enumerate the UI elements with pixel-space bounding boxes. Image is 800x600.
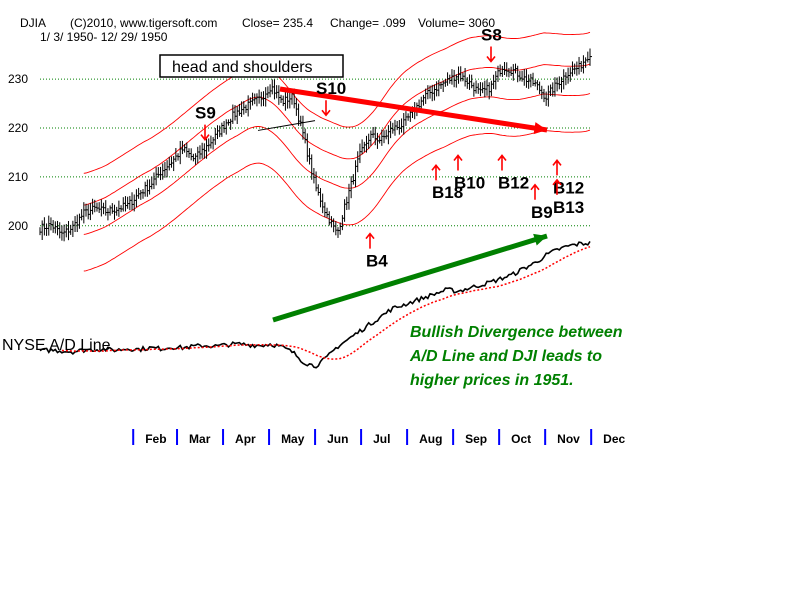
signal-label: B13 (553, 198, 584, 217)
signal-arrow-down (486, 46, 496, 63)
signal-arrow-up (431, 163, 441, 181)
y-tick-label-200: 200 (8, 219, 28, 233)
trend-arrows (272, 86, 548, 323)
signal-arrow-up (453, 154, 463, 171)
y-tick-label-210: 210 (8, 170, 28, 184)
signal-label: S9 (195, 104, 216, 123)
signal-arrow-down (200, 124, 210, 141)
neckline (257, 120, 316, 131)
header-change: Change= .099 (330, 16, 406, 30)
signal-arrow-up (552, 159, 562, 176)
ad-line-label: NYSE A/D Line (2, 337, 111, 354)
month-label-nov: Nov (557, 432, 580, 446)
header-close: Close= 235.4 (242, 16, 313, 30)
y-tick-label-220: 220 (8, 121, 28, 135)
price-bands (83, 31, 591, 272)
ad-line (39, 240, 591, 369)
neckline-line (257, 120, 316, 131)
header-symbol: DJIA (20, 16, 46, 30)
inner-lower-band (83, 93, 591, 235)
price-bars (39, 48, 592, 242)
signal-b9-8: B9 (530, 183, 553, 222)
signal-s8-2: S8 (481, 25, 502, 63)
bullish-divergence-arrow-head (533, 233, 547, 246)
signal-b18-4: B18 (431, 163, 463, 202)
signal-b4-3: B4 (365, 232, 388, 271)
month-label-apr: Apr (235, 432, 256, 446)
signal-b12-7: B12 (552, 159, 584, 197)
month-label-mar: Mar (189, 432, 211, 446)
bearish-trend-arrow (279, 86, 548, 135)
month-axis: Feb Mar Apr May Jun Jul Aug Sep Oct Nov Dec (132, 429, 626, 446)
signal-label: S8 (481, 25, 502, 44)
signal-arrow-down (321, 100, 331, 117)
bearish-trend-arrow-head (533, 122, 547, 135)
inner-upper-band (83, 63, 591, 206)
head-and-shoulders-box (159, 54, 344, 78)
header-date-range: 1/ 3/ 1950- 12/ 29/ 1950 (40, 30, 168, 44)
signal-b12-6: B12 (497, 154, 529, 192)
header-volume: Volume= 3060 (418, 16, 495, 30)
signal-label: B4 (366, 252, 388, 271)
month-label-may: May (281, 432, 305, 446)
head-and-shoulders-label: head and shoulders (172, 59, 313, 76)
signal-arrow-up (530, 183, 540, 200)
signal-b13-9: B13 (552, 178, 584, 217)
signal-label: B12 (553, 178, 584, 197)
month-label-sep: Sep (465, 432, 487, 446)
month-label-feb: Feb (145, 432, 166, 446)
divergence-note-line-1: Bullish Divergence between (410, 324, 623, 341)
signal-s9-0: S9 (195, 104, 216, 141)
signal-label: B10 (454, 173, 485, 192)
bearish-trend-arrow-shaft (279, 86, 548, 133)
y-axis-ticks: 200 210 220 230 (8, 72, 28, 233)
month-label-aug: Aug (419, 432, 442, 446)
signal-label: B12 (498, 173, 529, 192)
signal-label: B9 (531, 203, 553, 222)
signal-label: S10 (316, 79, 346, 98)
month-label-dec: Dec (603, 432, 625, 446)
divergence-note-line-3: higher prices in 1951. (410, 372, 574, 389)
upper-band (83, 31, 591, 174)
ad-line-group (39, 240, 591, 369)
ad-line-moving-average (61, 245, 591, 360)
lower-band (83, 129, 591, 272)
bullish-divergence-arrow-shaft (272, 233, 548, 323)
month-label-jul: Jul (373, 432, 390, 446)
signal-s10-1: S10 (316, 79, 346, 117)
signal-arrow-up (365, 232, 375, 249)
month-label-oct: Oct (511, 432, 531, 446)
signal-arrow-up (497, 154, 507, 171)
signal-arrow-up (552, 178, 562, 195)
signal-b10-5: B10 (453, 154, 485, 192)
header-source: (C)2010, www.tigersoft.com (70, 16, 217, 30)
bullish-divergence-arrow (272, 233, 548, 323)
divergence-note-line-2: A/D Line and DJI leads to (409, 348, 602, 365)
signal-label: B18 (432, 183, 463, 202)
month-label-jun: Jun (327, 432, 348, 446)
y-tick-label-230: 230 (8, 72, 28, 86)
